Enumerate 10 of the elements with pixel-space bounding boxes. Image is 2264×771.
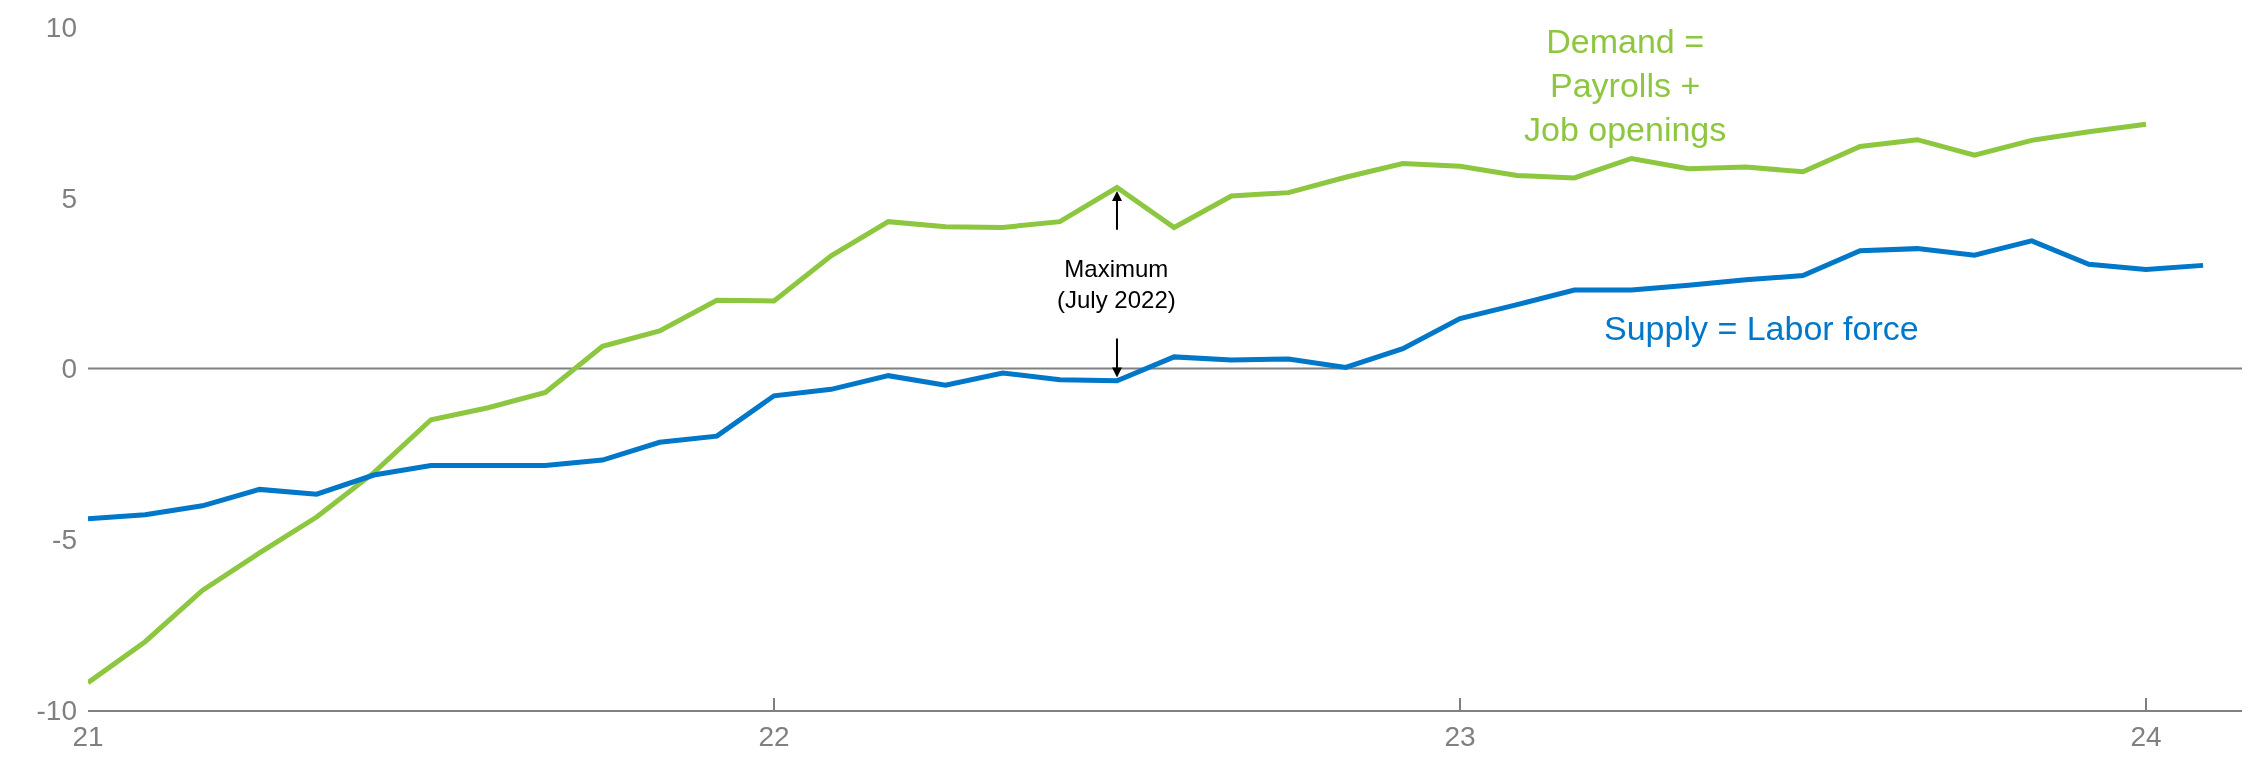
- x-tick-label: 24: [2130, 720, 2162, 752]
- y-tick-label: 5: [61, 182, 77, 214]
- y-tick-label: 10: [45, 11, 77, 43]
- y-tick-label: -5: [52, 524, 77, 556]
- series-label: Demand = Payrolls + Job openings: [1524, 22, 1727, 149]
- annotation: Maximum (July 2022): [1057, 255, 1176, 314]
- x-tick-label: 23: [1444, 720, 1476, 752]
- series-label: Supply = Labor force: [1604, 309, 1919, 347]
- x-tick-label: 22: [758, 720, 790, 752]
- y-tick-label: 0: [61, 353, 77, 385]
